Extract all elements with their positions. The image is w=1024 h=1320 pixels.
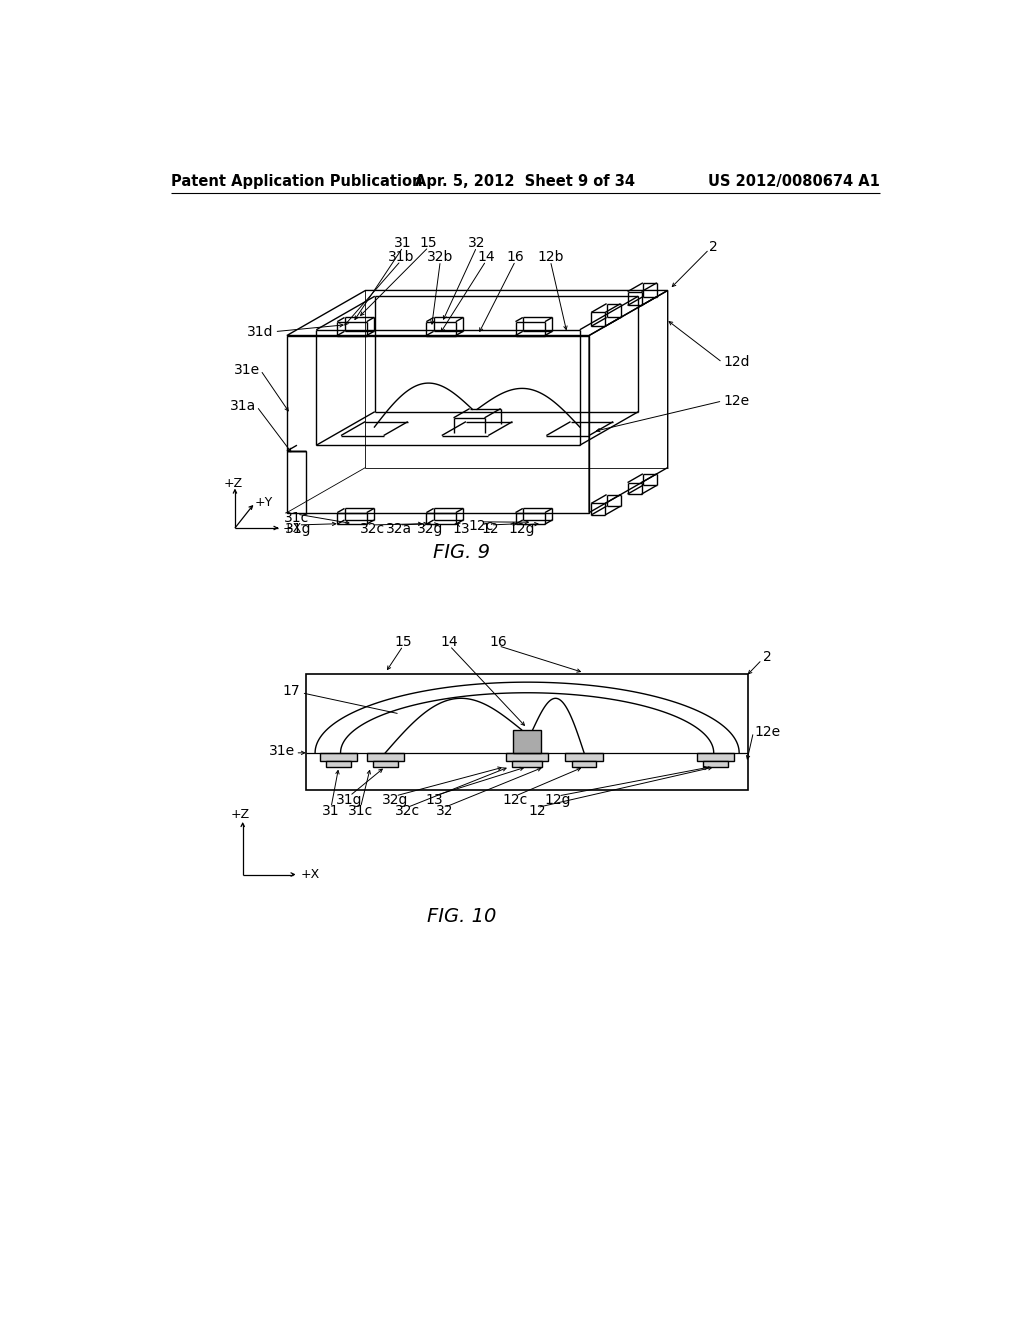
Text: 12e: 12e [723,393,750,408]
Text: 32: 32 [435,804,453,818]
Text: 12c: 12c [468,519,494,533]
Text: 14: 14 [477,249,495,264]
Text: 31g: 31g [286,521,311,536]
Text: 12g: 12g [545,793,571,807]
Text: 15: 15 [394,635,412,649]
Text: 31: 31 [394,236,412,249]
Text: 31: 31 [323,804,340,818]
Text: 31e: 31e [268,744,295,758]
Text: 32c: 32c [359,521,385,536]
Text: FIG. 9: FIG. 9 [433,544,489,562]
Text: 12c: 12c [503,793,528,807]
Text: 2: 2 [764,651,772,664]
Text: 31c: 31c [285,511,309,525]
Text: 32: 32 [468,236,485,249]
Text: +Z: +Z [230,808,250,821]
Text: 31c: 31c [348,804,373,818]
Bar [512,760,543,767]
Text: 32g: 32g [417,521,443,536]
Text: +Y: +Y [254,496,272,510]
Bar [373,760,397,767]
Text: 32b: 32b [427,249,454,264]
Text: 12b: 12b [538,249,563,264]
Text: 12: 12 [482,521,500,536]
Bar [571,760,597,767]
Bar [703,760,728,767]
Bar [565,752,603,760]
Text: 32g: 32g [382,793,409,807]
Text: 31b: 31b [387,249,414,264]
Bar [321,752,357,760]
Text: 31g: 31g [337,793,362,807]
Bar [513,730,541,752]
Text: Apr. 5, 2012  Sheet 9 of 34: Apr. 5, 2012 Sheet 9 of 34 [415,174,635,189]
Bar [697,752,734,760]
Text: 14: 14 [440,635,459,649]
Text: 32c: 32c [394,804,420,818]
Bar [367,752,403,760]
Text: 31e: 31e [233,363,260,378]
Text: 13: 13 [453,521,470,536]
Text: 17: 17 [283,684,300,698]
Text: 12g: 12g [509,521,535,536]
Text: +Z: +Z [224,477,244,490]
Text: FIG. 10: FIG. 10 [427,907,496,925]
Text: 32a: 32a [386,521,413,536]
Text: 12d: 12d [723,355,750,370]
Text: 2: 2 [710,240,718,253]
Text: 13: 13 [425,793,443,807]
Text: 12e: 12e [755,725,780,739]
Text: +X: +X [301,869,321,880]
Text: 12: 12 [528,804,546,818]
Text: 16: 16 [489,635,507,649]
Text: 16: 16 [507,249,524,264]
Text: 31a: 31a [229,400,256,413]
Text: 31d: 31d [247,325,273,339]
Text: Patent Application Publication: Patent Application Publication [171,174,422,189]
Text: US 2012/0080674 A1: US 2012/0080674 A1 [708,174,880,189]
Bar [306,675,748,789]
Text: +X: +X [283,521,302,535]
Text: 15: 15 [420,236,437,249]
Bar [506,752,549,760]
Bar [327,760,351,767]
